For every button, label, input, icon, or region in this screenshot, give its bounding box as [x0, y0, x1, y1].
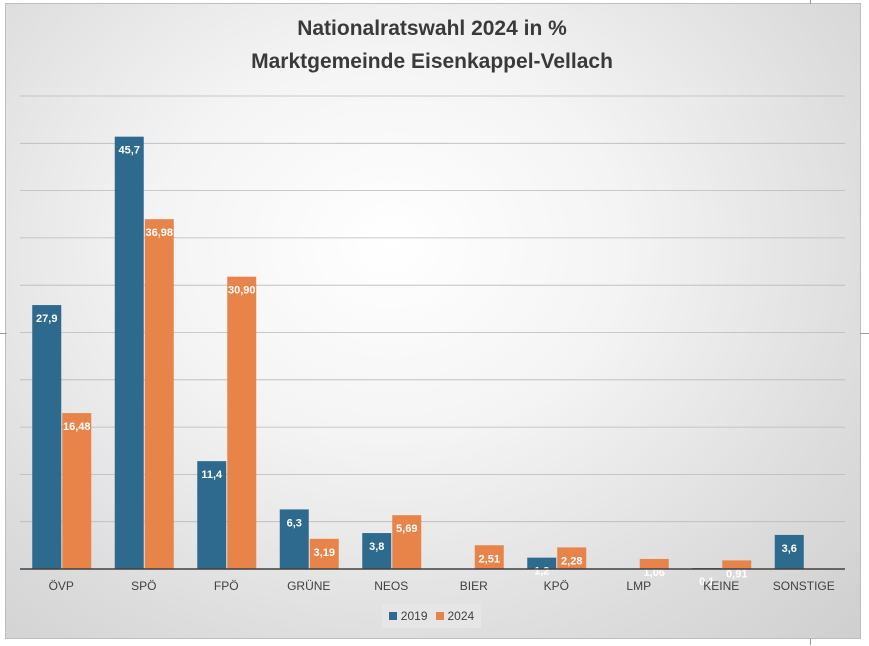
data-label-spo-2019: 45,7	[119, 145, 140, 157]
data-label-bier-2024: 2,51	[479, 553, 500, 565]
data-label-kpo-2024: 2,28	[561, 555, 582, 567]
legend-swatch-2024	[435, 612, 444, 620]
bar-grune-2019	[279, 509, 309, 569]
bar-spo-2024	[144, 219, 174, 570]
bar-sonstige-2019	[774, 534, 804, 569]
x-tick-label-bier: BIER	[460, 579, 488, 593]
data-label-grune-2024: 3,19	[314, 547, 335, 559]
x-tick-label-neos: NEOS	[374, 579, 408, 593]
data-label-keine-2019: 0,1	[699, 576, 714, 588]
chart-title: Nationalratswahl 2024 in %	[297, 17, 567, 40]
frame-tick-right	[860, 333, 869, 334]
data-label-ovp-2019: 27,9	[36, 313, 57, 325]
bar-kpo-2024	[557, 547, 587, 569]
data-label-keine-2024: 0,91	[726, 568, 747, 580]
bar-fpo-2024	[227, 276, 257, 569]
data-label-lmp-2024: 1,06	[644, 567, 665, 579]
bar-ovp-2019	[32, 305, 62, 569]
data-label-neos-2024: 5,69	[396, 523, 417, 535]
data-label-spo-2024: 36,98	[145, 227, 173, 239]
x-tick-label-fpo: FPÖ	[214, 579, 239, 593]
legend-item-2024: 2024	[435, 609, 475, 623]
x-tick-label-grune: GRÜNE	[287, 579, 330, 593]
data-label-neos-2019: 3,8	[369, 541, 384, 553]
data-label-fpo-2024: 30,90	[228, 285, 256, 297]
bar-lmp-2024	[639, 558, 669, 569]
legend-item-2019: 2019	[388, 609, 428, 623]
frame-tick-top	[810, 0, 811, 4]
bar-neos-2024	[392, 515, 422, 569]
legend: 2019 2024	[382, 604, 481, 628]
bar-bier-2024	[474, 545, 504, 569]
bar-neos-2019	[362, 533, 392, 569]
bar-kpo-2019	[527, 557, 557, 569]
data-label-sonstige-2019: 3,6	[782, 543, 797, 555]
data-label-kpo-2019: 1,2	[534, 566, 549, 578]
bar-grune-2024	[309, 538, 339, 569]
bar-keine-2024	[722, 560, 752, 569]
data-label-fpo-2019: 11,4	[201, 469, 223, 481]
x-tick-label-sonstige: SONSTIGE	[773, 579, 835, 593]
x-tick-label-ovp: ÖVP	[49, 579, 74, 593]
legend-label-2024: 2024	[447, 609, 475, 623]
bar-fpo-2019	[197, 461, 227, 569]
data-label-grune-2019: 6,3	[287, 517, 302, 529]
x-tick-label-spo: SPÖ	[131, 579, 156, 593]
frame-tick-bottom	[810, 639, 811, 645]
bar-spo-2019	[114, 136, 144, 570]
x-tick-label-kpo: KPÖ	[544, 579, 569, 593]
legend-swatch-2019	[388, 612, 397, 620]
x-tick-label-lmp: LMP	[626, 579, 651, 593]
frame-tick-left	[0, 333, 7, 334]
bar-ovp-2024	[62, 413, 92, 569]
data-label-ovp-2024: 16,48	[63, 421, 91, 433]
legend-label-2019: 2019	[400, 609, 428, 623]
x-tick-label-keine: KEINE	[703, 579, 739, 593]
chart-subtitle: Marktgemeinde Eisenkappel-Vellach	[251, 50, 613, 73]
